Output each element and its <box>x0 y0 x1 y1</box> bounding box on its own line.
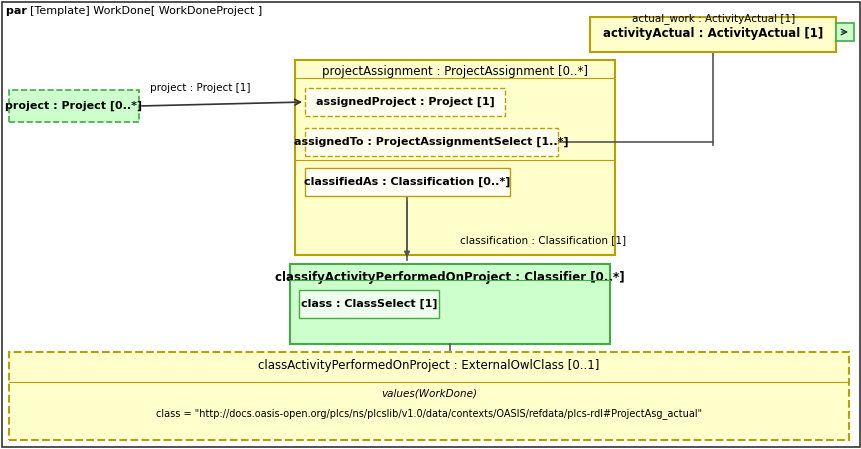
Text: projectAssignment : ProjectAssignment [0..*]: projectAssignment : ProjectAssignment [0… <box>322 66 587 79</box>
Text: classifyActivityPerformedOnProject : Classifier [0..*]: classifyActivityPerformedOnProject : Cla… <box>275 270 624 283</box>
Bar <box>305 128 557 156</box>
Text: assignedProject : Project [1]: assignedProject : Project [1] <box>315 97 494 107</box>
Text: par: par <box>6 6 31 16</box>
Bar <box>305 168 510 196</box>
Bar <box>9 90 139 122</box>
Bar <box>294 60 614 255</box>
Text: classActivityPerformedOnProject : ExternalOwlClass [0..1]: classActivityPerformedOnProject : Extern… <box>258 360 599 373</box>
Bar <box>835 23 853 41</box>
Bar <box>289 264 610 344</box>
Text: class : ClassSelect [1]: class : ClassSelect [1] <box>300 299 437 309</box>
Text: assignedTo : ProjectAssignmentSelect [1..*]: assignedTo : ProjectAssignmentSelect [1.… <box>294 137 567 147</box>
Bar <box>299 290 438 318</box>
Text: values(WorkDone): values(WorkDone) <box>381 389 476 399</box>
Text: project : Project [1]: project : Project [1] <box>150 83 250 93</box>
Bar <box>305 88 505 116</box>
Text: activityActual : ActivityActual [1]: activityActual : ActivityActual [1] <box>602 27 822 40</box>
Text: classification : Classification [1]: classification : Classification [1] <box>460 235 625 245</box>
Text: project : Project [0..*]: project : Project [0..*] <box>5 101 142 111</box>
Text: classifiedAs : Classification [0..*]: classifiedAs : Classification [0..*] <box>303 177 510 187</box>
Text: actual_work : ActivityActual [1]: actual_work : ActivityActual [1] <box>632 13 795 24</box>
Bar <box>9 352 848 440</box>
Bar <box>589 17 835 52</box>
Text: class = "http://docs.oasis-open.org/plcs/ns/plcslib/v1.0/data/contexts/OASIS/ref: class = "http://docs.oasis-open.org/plcs… <box>156 409 701 419</box>
Text: [Template] WorkDone[ WorkDoneProject ]: [Template] WorkDone[ WorkDoneProject ] <box>30 6 262 16</box>
